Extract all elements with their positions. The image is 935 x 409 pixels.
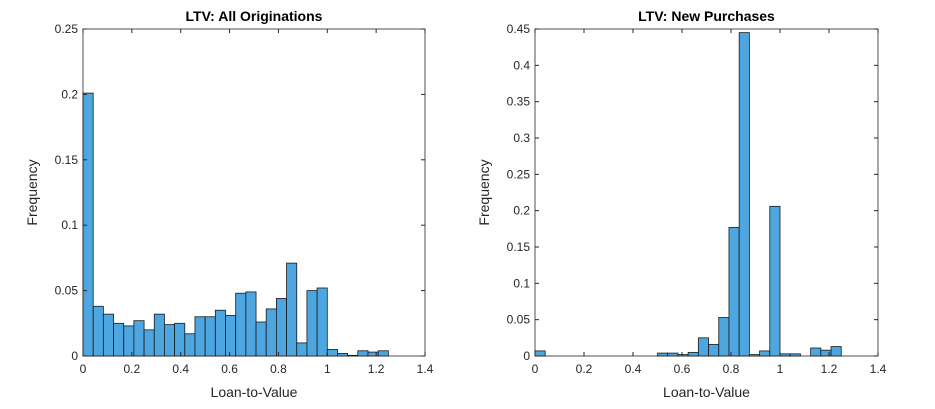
x-tick-label: 1.2 <box>821 362 838 376</box>
x-tick-label: 0.4 <box>172 362 189 376</box>
histogram-bar <box>184 333 196 357</box>
x-axis-label: Loan-to-Value <box>211 384 298 400</box>
axes-box <box>534 28 879 357</box>
x-tick-label: 1 <box>324 362 331 376</box>
y-tick-label: 0.25 <box>507 167 531 181</box>
x-tick-label: 0.2 <box>576 362 593 376</box>
histogram-bar <box>779 353 791 357</box>
histogram-bar <box>810 347 822 357</box>
histogram-bar <box>123 325 135 357</box>
histogram-bar <box>214 309 226 357</box>
histogram-bar <box>255 321 267 357</box>
x-tick-label: 0 <box>532 362 539 376</box>
histogram-bar <box>316 287 328 357</box>
x-tick-label: 0.2 <box>124 362 141 376</box>
y-tick-label: 0.45 <box>507 22 531 36</box>
histogram-bar <box>92 305 104 357</box>
histogram-bar <box>830 346 842 357</box>
histogram-bar <box>820 349 832 357</box>
histogram-bar <box>235 292 247 357</box>
histogram-bar <box>697 337 709 357</box>
x-tick-label: 1.4 <box>417 362 434 376</box>
histogram-bar <box>759 350 771 357</box>
histogram-bar <box>113 322 125 357</box>
y-tick-label: 0.05 <box>507 313 531 327</box>
histogram-bar <box>738 32 750 357</box>
chart-title: LTV: All Originations <box>186 8 323 24</box>
histogram-bar <box>728 226 740 357</box>
histogram-bar <box>657 352 669 357</box>
x-tick-label: 0 <box>80 362 87 376</box>
histogram-bar <box>286 262 298 357</box>
y-tick-label: 0 <box>523 349 530 363</box>
histogram-bar <box>194 316 206 357</box>
histogram-bar <box>133 320 145 357</box>
x-axis-label: Loan-to-Value <box>663 384 750 400</box>
histogram-bar <box>245 291 257 357</box>
x-tick-label: 0.6 <box>221 362 238 376</box>
histogram-bar <box>708 343 720 357</box>
y-tick-label: 0.2 <box>513 204 530 218</box>
histogram-bar <box>265 308 277 357</box>
histogram-bar <box>748 354 760 357</box>
y-axis-label: Frequency <box>476 159 492 225</box>
histogram-bar <box>296 342 308 357</box>
y-tick-label: 0.1 <box>513 276 530 290</box>
y-tick-label: 0.35 <box>507 95 531 109</box>
y-tick-label: 0.2 <box>61 87 78 101</box>
histogram-bar <box>367 351 379 357</box>
y-tick-label: 0.15 <box>507 240 531 254</box>
x-tick-label: 0.8 <box>723 362 740 376</box>
x-tick-label: 0.6 <box>674 362 691 376</box>
histogram-bar <box>326 349 338 357</box>
histogram-bar <box>357 350 369 357</box>
histogram-bar <box>667 352 679 357</box>
histogram-bar <box>534 350 546 357</box>
y-tick-label: 0.15 <box>55 153 79 167</box>
histogram-bar <box>677 354 689 357</box>
y-tick-label: 0.1 <box>61 218 78 232</box>
y-tick-label: 0.4 <box>513 58 530 72</box>
histogram-bar <box>204 316 216 357</box>
histogram-bar <box>718 317 730 357</box>
histogram-bar <box>153 313 165 357</box>
y-tick-label: 0.25 <box>55 22 79 36</box>
histogram-bar <box>337 352 349 357</box>
x-tick-label: 1.4 <box>870 362 887 376</box>
histogram-bar <box>174 322 186 357</box>
y-axis-label: Frequency <box>24 159 40 225</box>
chart-1: 0 0.2 0.4 0.6 0.8 1 1.2 1.4 0 0.05 0.1 0.15 0.2 0.25 L… <box>24 8 434 400</box>
y-tick-label: 0 <box>71 349 78 363</box>
y-tick-label: 0.3 <box>513 131 530 145</box>
histogram-bar <box>347 354 359 357</box>
x-tick-label: 1 <box>777 362 784 376</box>
histogram-bar <box>276 298 287 357</box>
histogram-bar <box>306 290 318 357</box>
chart-title: LTV: New Purchases <box>638 8 775 24</box>
histogram-bar <box>687 351 699 357</box>
histogram-bar <box>164 324 176 357</box>
chart-2: 0 0.2 0.4 0.6 0.8 1 1.2 1.4 0 0.05 0.1 0.15 0.2 0.25 0… <box>476 8 887 400</box>
histogram-bar <box>377 350 389 357</box>
histogram-bar <box>789 353 801 357</box>
y-tick-label: 0.05 <box>55 284 79 298</box>
x-tick-label: 1.2 <box>368 362 385 376</box>
histogram-bar <box>769 205 781 357</box>
histogram-bar <box>82 92 94 357</box>
x-tick-label: 0.4 <box>625 362 642 376</box>
histogram-bar <box>102 313 114 357</box>
x-tick-label: 0.8 <box>270 362 287 376</box>
histogram-bar <box>143 329 155 357</box>
histogram-bar <box>225 315 237 357</box>
